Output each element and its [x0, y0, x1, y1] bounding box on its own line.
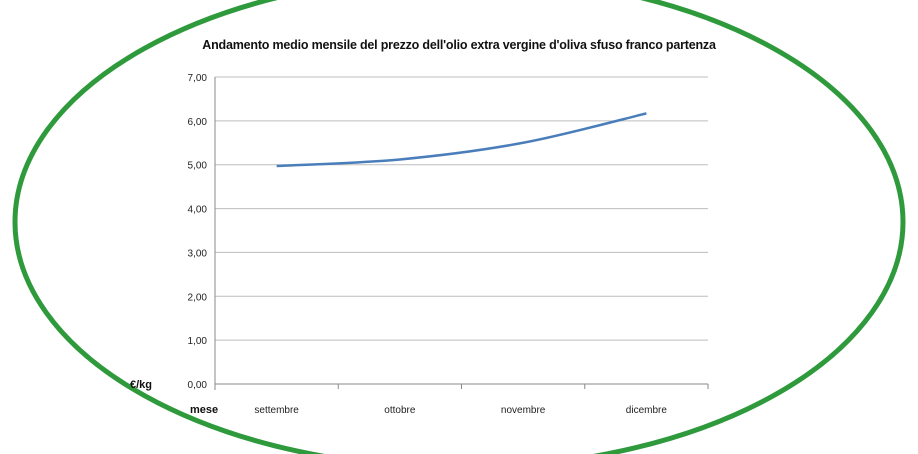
series-line	[276, 112, 647, 168]
x-tick-label: settembre	[254, 405, 299, 416]
y-tick-label: 2,00	[188, 292, 208, 303]
chart-title: Andamento medio mensile del prezzo dell'…	[202, 38, 716, 52]
y-axis-label: €/kg	[130, 379, 152, 391]
x-tick-label: novembre	[501, 405, 546, 416]
y-tick-label: 4,00	[188, 205, 208, 216]
y-tick-label: 7,00	[188, 73, 208, 84]
green-oval-frame	[12, 0, 906, 454]
x-axis-label: mese	[190, 404, 218, 416]
x-tick-label: dicembre	[626, 405, 668, 416]
y-tick-label: 5,00	[188, 161, 208, 172]
y-tick-label: 1,00	[188, 336, 208, 347]
x-tick-label: ottobre	[384, 405, 416, 416]
y-tick-label: 3,00	[188, 248, 208, 259]
y-tick-label: 6,00	[188, 117, 208, 128]
y-tick-label: 0,00	[188, 380, 208, 391]
